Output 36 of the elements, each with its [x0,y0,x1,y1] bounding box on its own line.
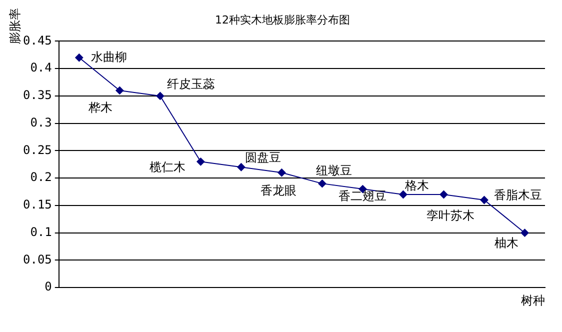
point [399,190,408,199]
x-axis-title: 树种 [521,294,545,308]
y-tick-label: 0.1 [30,224,52,239]
y-tick-label: 0.05 [22,252,52,266]
annotation: 圆盘豆 [245,150,282,164]
point [116,86,124,94]
annotation: 香二翅豆 [338,189,387,204]
annotation: 柚木 [494,236,519,250]
y-tick-label: 0.15 [22,198,52,212]
point [480,196,488,204]
annotation: 桦木 [88,100,113,115]
point [520,228,529,237]
point [75,54,84,62]
annotation: 纽墩豆 [316,164,352,178]
chart-title: 12种实木地板膨胀率分布图 [215,13,350,26]
annotation: 榄仁木 [150,160,186,174]
y-tick-label: 0.35 [22,88,52,102]
y-axis-title: 膨胀率 [8,8,22,44]
point [440,190,448,199]
y-tick-label: 0.45 [22,33,52,48]
point [196,158,205,166]
y-tick-label: 0.3 [30,115,52,130]
annotation: 香龙眼 [260,184,297,198]
annotation: 纤皮玉蕊 [167,77,216,92]
annotation: 格木 [404,178,430,193]
point [237,163,246,172]
point [278,168,286,177]
y-tick-label: 0.25 [22,142,52,157]
y-tick-label: 0.2 [30,170,52,184]
annotation: 孪叶苏木 [426,208,475,223]
point [318,180,326,188]
annotation: 香脂木豆 [494,188,542,202]
point [156,92,164,100]
y-tick-label: 0.4 [30,60,52,75]
annotation: 水曲柳 [91,50,128,64]
y-tick-label: 0 [44,280,52,294]
